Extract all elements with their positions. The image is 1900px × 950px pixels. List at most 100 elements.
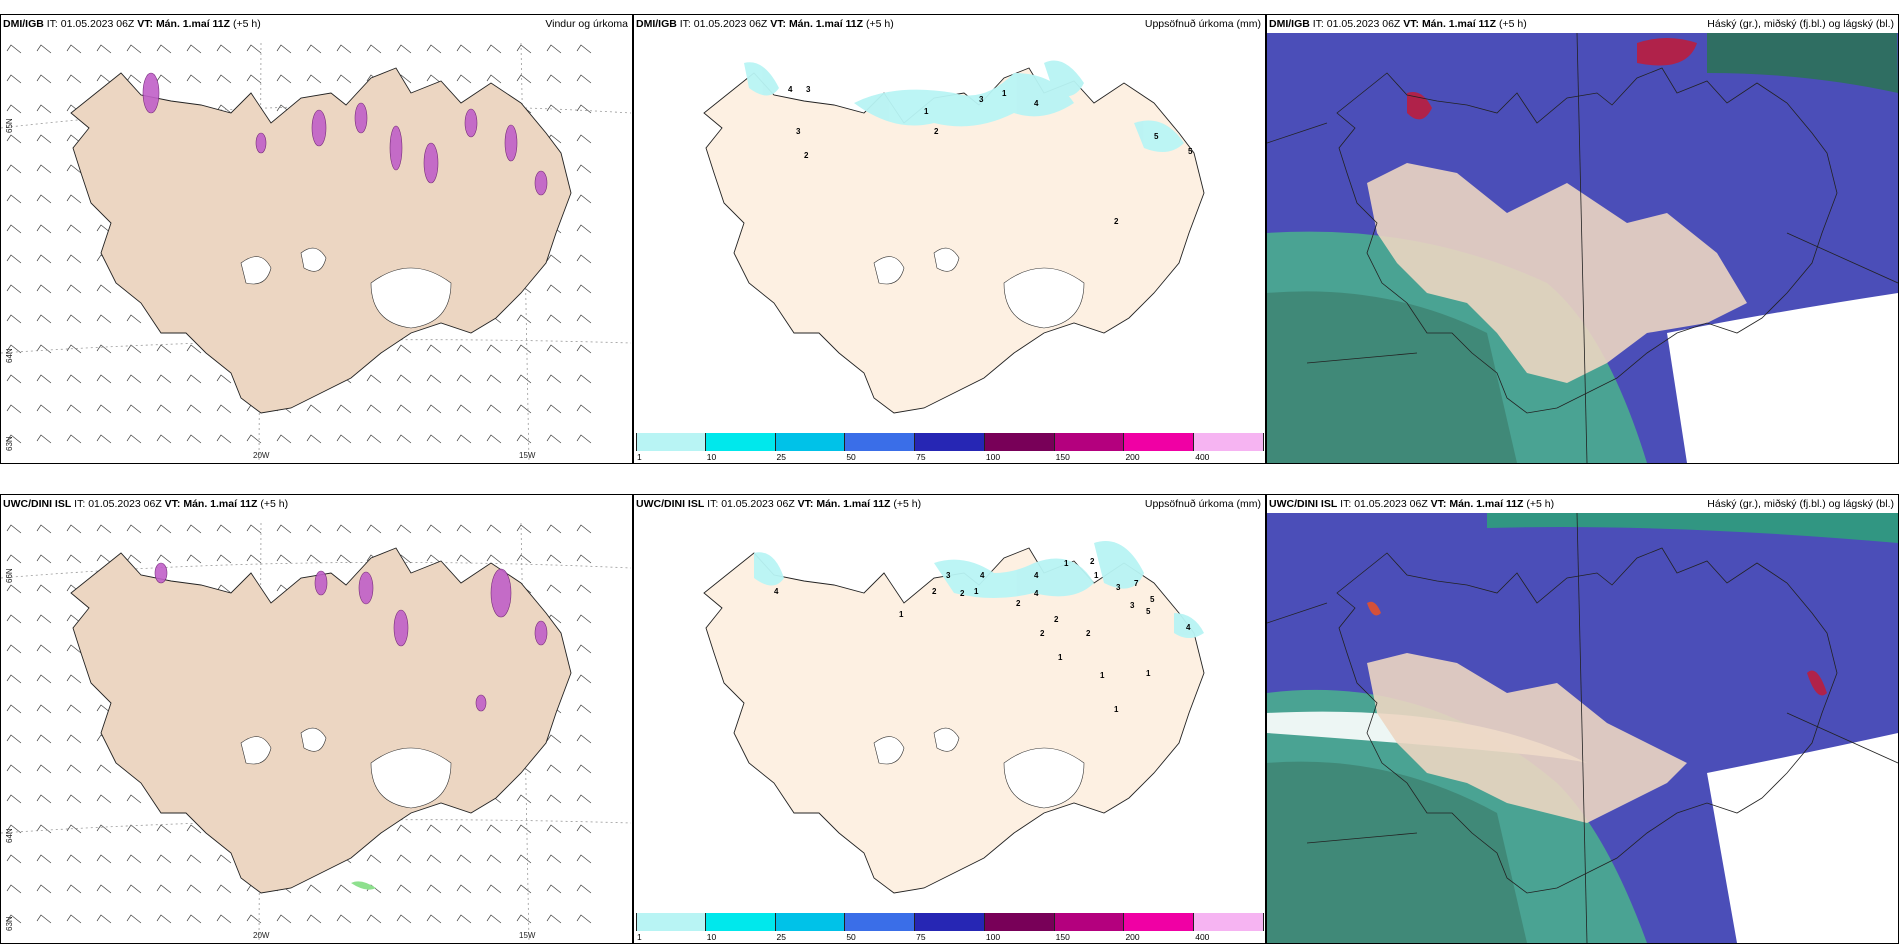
lat-label: 66N	[5, 568, 14, 583]
lon-label: 15W	[519, 451, 536, 460]
colorbar-segment	[1194, 913, 1264, 931]
precip-value: 1	[1094, 571, 1099, 580]
cloud-map	[1267, 33, 1898, 463]
precip-value: 3	[946, 571, 951, 580]
colorbar-segment	[984, 913, 1055, 931]
precip-value: 5	[1188, 147, 1193, 156]
lat-label: 65N	[5, 118, 14, 133]
precip-value: 1	[1064, 559, 1069, 568]
precip-value: 2	[1016, 599, 1021, 608]
map-panel-wind-precip-uwc: UWC/DINI ISL IT: 01.05.2023 06Z VT: Mán.…	[0, 494, 633, 944]
colorbar-segment	[915, 433, 985, 451]
colorbar-segment	[1054, 433, 1125, 451]
colorbar-label: 10	[706, 452, 717, 462]
map-panel-clouds-dmi: DMI/IGB IT: 01.05.2023 06Z VT: Mán. 1.ma…	[1266, 14, 1899, 464]
precip-value: 4	[1034, 99, 1039, 108]
precip-value: 2	[1054, 615, 1059, 624]
colorbar-label: 150	[1055, 452, 1070, 462]
colorbar-segment	[636, 433, 706, 451]
colorbar-label: 1	[637, 452, 642, 462]
colorbar-label: 400	[1195, 452, 1210, 462]
colorbar-label: 25	[776, 932, 787, 942]
precip-value: 1	[924, 107, 929, 116]
precip-value: 2	[804, 151, 809, 160]
precip-value: 5	[1154, 132, 1159, 141]
panel-title: Háský (gr.), miðský (fj.bl.) og lágský (…	[1707, 498, 1894, 510]
precip-map	[703, 60, 1205, 414]
colorbar-segment	[915, 913, 985, 931]
precip-value: 2	[960, 589, 965, 598]
precip-value: 1	[899, 610, 904, 619]
precip-value: 3	[979, 95, 984, 104]
panel-header: UWC/DINI ISL IT: 01.05.2023 06Z VT: Mán.…	[1267, 495, 1898, 513]
colorbar-segment	[775, 913, 846, 931]
map-panel-precip-uwc: UWC/DINI ISL IT: 01.05.2023 06Z VT: Mán.…	[633, 494, 1266, 944]
panel-header: DMI/IGB IT: 01.05.2023 06Z VT: Mán. 1.ma…	[1, 15, 632, 33]
colorbar-segment	[1054, 913, 1125, 931]
colorbar-label: 200	[1125, 932, 1140, 942]
colorbar-label: 100	[985, 452, 1001, 462]
panel-title: Uppsöfnuð úrkoma (mm)	[1144, 498, 1261, 510]
precip-value: 5	[1146, 607, 1151, 616]
colorbar-segment	[775, 433, 846, 451]
colorbar-label: 150	[1055, 932, 1070, 942]
colorbar-labels: 1 10 25 50 75 100 150 200 400	[636, 932, 1264, 943]
precip-value: 2	[1040, 629, 1045, 638]
lon-label: 15W	[519, 931, 536, 940]
colorbar-label: 25	[776, 452, 787, 462]
precip-value: 2	[1086, 629, 1091, 638]
colorbar-segment	[845, 433, 916, 451]
colorbar-label: 400	[1195, 932, 1210, 942]
precip-value: 2	[1114, 217, 1119, 226]
precip-value: 7	[1134, 579, 1139, 588]
precip-value: 4	[788, 85, 793, 94]
panel-header: DMI/IGB IT: 01.05.2023 06Z VT: Mán. 1.ma…	[1267, 15, 1898, 33]
precip-value: 3	[1130, 601, 1135, 610]
precip-value: 2	[932, 587, 937, 596]
lat-label: 64N	[5, 348, 14, 363]
colorbar-segment	[1124, 913, 1195, 931]
colorbar-label: 75	[916, 452, 926, 462]
colorbar	[636, 433, 1264, 451]
precip-value: 4	[980, 571, 985, 580]
colorbar-label: 50	[846, 452, 856, 462]
colorbar-segment	[1194, 433, 1264, 451]
colorbar-segment	[636, 913, 706, 931]
colorbar	[636, 913, 1264, 931]
wind-precip-map	[1, 522, 632, 943]
cloud-map	[1267, 513, 1898, 943]
lon-label: 20W	[253, 451, 270, 460]
colorbar-segment	[984, 433, 1055, 451]
colorbar-label: 10	[706, 932, 717, 942]
colorbar-segment	[705, 433, 776, 451]
colorbar-label: 200	[1125, 452, 1140, 462]
panel-title: Háský (gr.), miðský (fj.bl.) og lágský (…	[1707, 18, 1894, 30]
panel-header: UWC/DINI ISL IT: 01.05.2023 06Z VT: Mán.…	[1, 495, 632, 513]
precip-map	[703, 541, 1205, 894]
precip-value: 1	[1002, 89, 1007, 98]
lat-label: 63N	[5, 436, 14, 451]
precip-value: 1	[1114, 705, 1119, 714]
precip-value: 5	[1150, 595, 1155, 604]
precip-value: 4	[1034, 589, 1039, 598]
map-panel-precip-dmi: DMI/IGB IT: 01.05.2023 06Z VT: Mán. 1.ma…	[633, 14, 1266, 464]
precip-value: 3	[796, 127, 801, 136]
panel-title: Uppsöfnuð úrkoma (mm)	[1144, 18, 1261, 30]
precip-value: 4	[774, 587, 779, 596]
colorbar-segment	[845, 913, 916, 931]
precip-value: 4	[1034, 571, 1039, 580]
colorbar-label: 1	[637, 932, 642, 942]
colorbar-label: 100	[985, 932, 1001, 942]
precip-value: 2	[1090, 557, 1095, 566]
precip-value: 1	[1058, 653, 1063, 662]
wind-precip-map	[1, 42, 632, 463]
precip-value: 4	[1186, 623, 1191, 632]
panel-title: Vindur og úrkoma	[545, 18, 628, 30]
precip-value: 1	[1146, 669, 1151, 678]
panel-header: DMI/IGB IT: 01.05.2023 06Z VT: Mán. 1.ma…	[634, 15, 1265, 33]
colorbar-segment	[1124, 433, 1195, 451]
precip-value: 1	[974, 587, 979, 596]
colorbar-label: 75	[916, 932, 926, 942]
precip-value: 3	[806, 85, 811, 94]
lat-label: 64N	[5, 828, 14, 843]
